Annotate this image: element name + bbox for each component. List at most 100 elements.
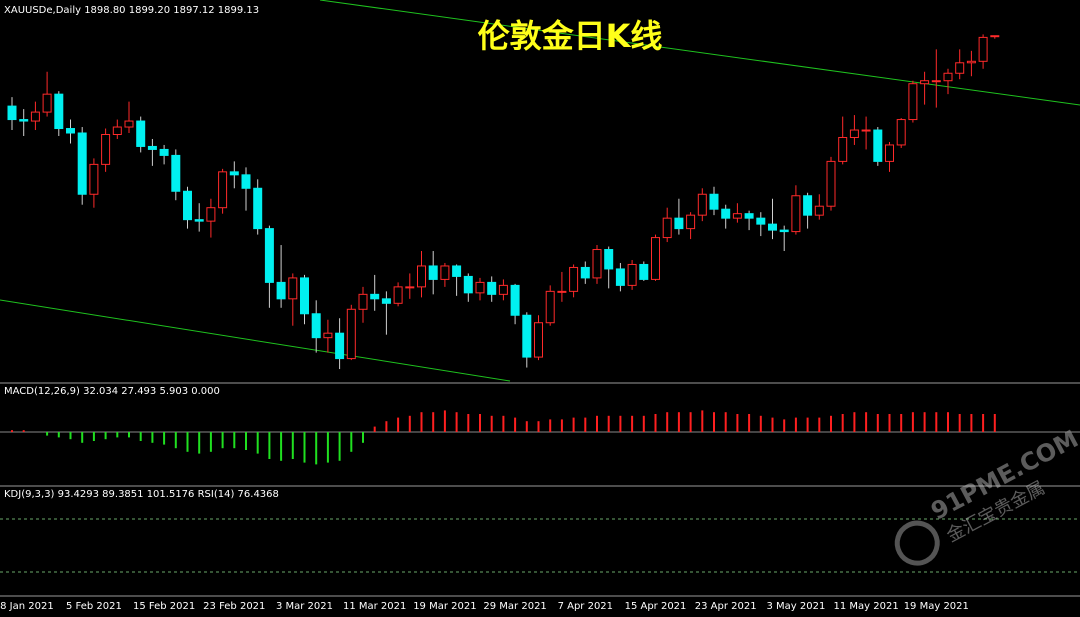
candle-body <box>241 174 251 189</box>
histogram-bar <box>455 412 458 432</box>
histogram-bar <box>268 432 271 459</box>
candle-body <box>966 60 976 64</box>
candle-body <box>147 145 157 150</box>
candle-body <box>463 275 473 294</box>
candle-body <box>30 111 40 122</box>
candle-body <box>393 286 403 304</box>
trend-line <box>319 0 1080 106</box>
histogram-bar <box>701 410 704 432</box>
candle-body <box>604 249 614 270</box>
candle-body <box>405 286 415 289</box>
histogram-bar <box>759 415 762 432</box>
histogram-bar <box>116 432 119 438</box>
x-tick-label: 3 Mar 2021 <box>276 601 333 612</box>
histogram-bar <box>408 415 411 432</box>
candle-body <box>873 129 883 162</box>
histogram-bar <box>818 417 821 432</box>
histogram-bar <box>385 421 388 432</box>
histogram-bar <box>982 414 985 432</box>
candle-body <box>756 217 766 225</box>
histogram-bar <box>724 412 727 432</box>
x-tick-label: 3 May 2021 <box>766 601 825 612</box>
candle-body <box>955 62 965 74</box>
histogram-bar <box>315 432 318 465</box>
candle-body <box>697 193 707 216</box>
candle-body <box>335 332 345 360</box>
histogram-bar <box>291 432 294 459</box>
candle-body <box>920 80 930 85</box>
candle-body <box>311 313 321 339</box>
chart-header: XAUUSDe,Daily 1898.80 1899.20 1897.12 18… <box>4 5 259 16</box>
panel-header: KDJ(9,3,3) 93.4293 89.3851 101.5176 RSI(… <box>4 489 279 500</box>
candle-body <box>768 223 777 231</box>
candle-body <box>440 265 450 280</box>
candle-body <box>475 281 485 294</box>
histogram-bar <box>104 432 107 440</box>
histogram-bar <box>490 415 493 432</box>
candle-body <box>744 213 754 219</box>
histogram-bar <box>57 432 60 438</box>
histogram-bar <box>736 414 739 432</box>
candle-body <box>253 187 263 230</box>
candle-body <box>674 217 684 230</box>
candle-body <box>428 265 438 280</box>
candle-body <box>721 208 731 219</box>
histogram-bar <box>841 414 844 432</box>
histogram-bar <box>514 417 517 432</box>
histogram-bar <box>572 417 575 432</box>
histogram-bar <box>607 415 610 432</box>
histogram-bar <box>151 432 154 443</box>
candle-body <box>124 120 134 128</box>
histogram-bar <box>92 432 95 441</box>
candle-body <box>510 284 520 316</box>
histogram-bar <box>666 412 669 432</box>
candle-body <box>779 229 789 233</box>
candle-body <box>54 93 64 130</box>
histogram-bar <box>876 414 879 432</box>
candle-body <box>908 83 918 121</box>
candle-body <box>19 119 29 122</box>
histogram-bar <box>549 419 552 432</box>
histogram-bar <box>397 417 400 432</box>
candle-body <box>206 207 216 222</box>
candle-body <box>522 314 532 358</box>
candle-body <box>183 190 192 221</box>
candle-body <box>534 322 543 358</box>
candle-body <box>592 249 602 279</box>
histogram-bar <box>139 432 142 441</box>
candle-body <box>42 93 52 113</box>
candle-body <box>662 217 672 239</box>
histogram-bar <box>794 417 797 432</box>
histogram-bar <box>783 419 786 432</box>
histogram-bar <box>303 432 306 463</box>
histogram-bar <box>280 432 283 461</box>
candle-body <box>323 332 333 339</box>
candle-body <box>89 163 99 195</box>
watermark-logo <box>894 520 940 566</box>
panel-header: MACD(12,26,9) 32.034 27.493 5.903 0.000 <box>4 386 220 397</box>
x-tick-label: 15 Feb 2021 <box>133 601 195 612</box>
histogram-bar <box>748 414 751 432</box>
histogram-bar <box>525 421 528 432</box>
candle-body <box>171 154 181 192</box>
candle-body <box>627 263 637 286</box>
x-tick-label: 11 Mar 2021 <box>343 601 406 612</box>
histogram-bar <box>22 430 25 432</box>
candle-body <box>487 281 497 295</box>
chart-title: 伦敦金日K线 <box>478 17 663 55</box>
histogram-bar <box>420 412 423 432</box>
candle-body <box>580 266 590 279</box>
candle-body <box>861 129 871 132</box>
x-tick-label: 29 Mar 2021 <box>483 601 546 612</box>
candle-body <box>370 293 380 300</box>
histogram-bar <box>713 412 715 432</box>
histogram-bar <box>560 419 563 432</box>
histogram-bar <box>326 432 329 463</box>
histogram-bar <box>584 417 587 432</box>
histogram-bar <box>198 432 201 454</box>
x-tick-label: 23 Feb 2021 <box>203 601 265 612</box>
x-tick-label: 7 Apr 2021 <box>558 601 613 612</box>
x-tick-label: 23 Apr 2021 <box>695 601 757 612</box>
histogram-bar <box>865 412 868 432</box>
